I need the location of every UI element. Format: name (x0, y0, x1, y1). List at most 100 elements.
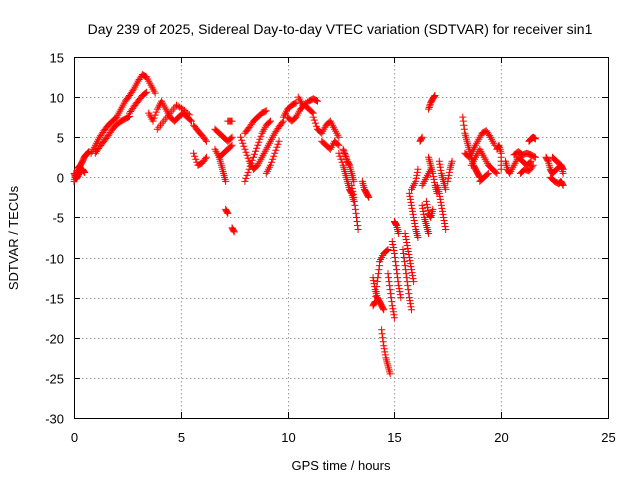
data-point (436, 192, 444, 200)
data-point (418, 201, 426, 209)
data-point (405, 254, 413, 262)
data-point (243, 151, 251, 159)
data-point (404, 282, 412, 290)
data-point (384, 270, 392, 278)
data-point (352, 209, 360, 217)
data-point (436, 163, 444, 171)
data-point (393, 270, 401, 278)
data-point (435, 189, 443, 197)
x-tick-label: 15 (387, 430, 401, 445)
data-point (395, 229, 403, 237)
data-point (228, 141, 236, 149)
data-point (385, 274, 393, 282)
data-point (352, 213, 360, 221)
data-point (335, 149, 343, 157)
data-point (390, 311, 398, 319)
data-point (408, 204, 416, 212)
y-tick-label: -15 (45, 292, 64, 307)
data-point (375, 266, 383, 274)
data-point (414, 165, 422, 173)
data-point (246, 162, 254, 170)
data-point (341, 149, 349, 157)
data-point (391, 258, 399, 266)
data-point (403, 278, 411, 286)
data-point (425, 104, 433, 112)
data-point (395, 285, 403, 293)
data-point (492, 168, 500, 176)
data-point (242, 148, 250, 156)
data-point (401, 258, 409, 266)
data-point (403, 242, 411, 250)
data-point (396, 288, 404, 296)
data-point (527, 157, 535, 165)
data-point (256, 135, 264, 143)
data-point (255, 138, 263, 146)
data-point (353, 217, 361, 225)
data-point (445, 171, 453, 179)
data-point (253, 144, 261, 152)
data-point (430, 175, 438, 183)
x-tick-label: 10 (281, 430, 295, 445)
data-point (440, 213, 448, 221)
data-point (438, 207, 446, 215)
data-point (406, 300, 414, 308)
data-point (227, 142, 235, 150)
data-point (386, 370, 394, 378)
data-point (418, 134, 426, 142)
chart-title: Day 239 of 2025, Sidereal Day-to-day VTE… (88, 21, 593, 37)
data-point (341, 151, 349, 159)
data-point (249, 153, 257, 161)
data-point (222, 177, 230, 185)
data-point (373, 283, 381, 291)
data-point (389, 308, 397, 316)
data-point (370, 277, 378, 285)
data-point (405, 189, 413, 197)
data-point (184, 109, 192, 117)
data-point (403, 239, 411, 247)
data-point (349, 190, 357, 198)
data-point (224, 209, 232, 217)
data-point (531, 153, 539, 161)
data-point (437, 198, 445, 206)
data-point (349, 187, 357, 195)
y-tick-label: 0 (57, 171, 64, 186)
data-point (191, 152, 199, 160)
data-point (460, 121, 468, 129)
data-point (275, 137, 283, 145)
data-point (442, 225, 450, 233)
y-tick-label: -10 (45, 252, 64, 267)
data-point (411, 219, 419, 227)
data-point (374, 274, 382, 282)
data-point (459, 117, 467, 125)
x-axis-label: GPS time / hours (292, 458, 391, 473)
data-point (485, 132, 493, 140)
y-tick-label: -20 (45, 332, 64, 347)
data-point (409, 210, 417, 218)
data-point (379, 334, 387, 342)
data-point (312, 97, 320, 105)
y-tick-label: -5 (52, 211, 64, 226)
x-tick-labels: 0 5 10 15 20 25 (71, 430, 616, 445)
data-point (402, 236, 410, 244)
data-point (265, 118, 273, 126)
data-point (425, 229, 433, 237)
data-point (407, 306, 415, 314)
data-point (395, 282, 403, 290)
data-point (192, 155, 200, 163)
data-point (185, 111, 193, 119)
data-point (402, 232, 410, 240)
data-point (429, 172, 437, 180)
data-point (269, 155, 277, 163)
data-point (371, 298, 379, 306)
data-point (150, 114, 158, 122)
data-point (230, 227, 238, 235)
data-point (440, 216, 448, 224)
data-point (241, 145, 249, 153)
data-point (380, 342, 388, 350)
data-point (483, 170, 491, 178)
data-point (390, 250, 398, 258)
data-point (559, 169, 567, 177)
data-point (531, 135, 539, 143)
data-point (559, 180, 567, 188)
data-point (405, 251, 413, 259)
